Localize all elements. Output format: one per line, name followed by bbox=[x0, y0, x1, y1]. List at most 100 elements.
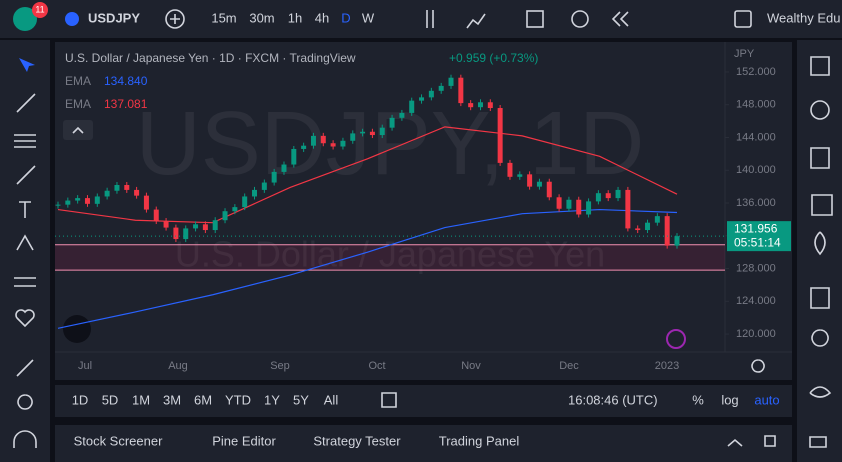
symbol[interactable]: USDJPY bbox=[88, 10, 140, 25]
watermark-sub: U.S. Dollar / Japanese Yen bbox=[175, 234, 605, 275]
candle bbox=[497, 108, 503, 163]
date-range-icon[interactable] bbox=[381, 392, 397, 408]
candle bbox=[173, 227, 179, 240]
candle bbox=[153, 209, 159, 222]
replay-icon[interactable] bbox=[611, 11, 629, 27]
x-tick-label: 2023 bbox=[655, 360, 679, 372]
interval[interactable]: 4h bbox=[315, 10, 329, 25]
range-button[interactable]: 3M bbox=[163, 392, 181, 407]
candle bbox=[654, 216, 660, 223]
range-button[interactable]: 5D bbox=[102, 392, 119, 407]
account-name[interactable]: Wealthy Edu bbox=[767, 10, 840, 25]
right-toolbar bbox=[797, 40, 842, 462]
candle bbox=[428, 90, 434, 98]
candle bbox=[586, 201, 592, 215]
candle bbox=[536, 181, 542, 187]
legend-value: 134.840 bbox=[104, 74, 148, 88]
event-icon[interactable] bbox=[666, 329, 686, 349]
interval[interactable]: W bbox=[362, 10, 375, 25]
candle bbox=[124, 185, 130, 190]
collapse-legend[interactable] bbox=[63, 120, 93, 140]
candle bbox=[143, 195, 149, 210]
range-button[interactable]: 1M bbox=[132, 392, 150, 407]
panel-controls[interactable] bbox=[727, 435, 776, 447]
y-tick-label: 136.000 bbox=[736, 197, 776, 209]
legend-name: EMA bbox=[65, 97, 91, 111]
x-tick-label: Oct bbox=[368, 360, 385, 372]
badge-count: 11 bbox=[35, 4, 44, 14]
range-button[interactable]: 6M bbox=[194, 392, 212, 407]
candle bbox=[271, 171, 277, 183]
indicators-icon[interactable] bbox=[466, 13, 486, 29]
scale-option[interactable]: % bbox=[692, 392, 704, 407]
interval[interactable]: 30m bbox=[249, 10, 274, 25]
alert-icon[interactable] bbox=[571, 10, 589, 28]
candle bbox=[75, 198, 81, 201]
range-button[interactable]: 1Y bbox=[264, 392, 280, 407]
candle bbox=[566, 199, 572, 209]
candle bbox=[281, 164, 287, 172]
side-panels[interactable] bbox=[809, 56, 833, 448]
range-button[interactable]: 5Y bbox=[293, 392, 309, 407]
y-tick-label: 120.000 bbox=[736, 328, 776, 340]
candle bbox=[605, 193, 611, 199]
candle bbox=[477, 102, 483, 108]
interval[interactable]: D bbox=[341, 10, 350, 25]
candle bbox=[114, 185, 120, 191]
candle bbox=[94, 196, 100, 204]
interval[interactable]: 15m bbox=[211, 10, 236, 25]
panel-tab[interactable]: Stock Screener bbox=[74, 433, 164, 448]
settings-icon[interactable] bbox=[751, 359, 765, 373]
clock-icon[interactable] bbox=[810, 100, 830, 120]
candle bbox=[104, 190, 110, 197]
panel-tab[interactable]: Trading Panel bbox=[439, 433, 520, 448]
candle bbox=[252, 189, 258, 197]
candle bbox=[664, 216, 670, 246]
candle bbox=[291, 148, 297, 165]
candle bbox=[232, 207, 238, 212]
candle bbox=[350, 133, 356, 141]
candle bbox=[369, 131, 375, 136]
countdown: 05:51:14 bbox=[734, 235, 781, 249]
scale-option[interactable]: auto bbox=[754, 392, 779, 407]
user-avatar[interactable] bbox=[13, 7, 37, 31]
candle bbox=[261, 182, 267, 190]
candle bbox=[625, 189, 631, 229]
candle bbox=[595, 193, 601, 202]
range-button[interactable]: All bbox=[324, 392, 339, 407]
price-change: +0.959 (+0.73%) bbox=[449, 51, 538, 65]
candle bbox=[242, 196, 248, 208]
candle bbox=[330, 143, 336, 147]
ema-line bbox=[57, 208, 678, 329]
scale-option[interactable]: log bbox=[721, 392, 738, 407]
candle bbox=[134, 189, 140, 196]
range-bar bbox=[55, 385, 792, 417]
candle bbox=[487, 102, 493, 109]
y-tick-label: 140.000 bbox=[736, 164, 776, 176]
y-tick-label: 128.000 bbox=[736, 262, 776, 274]
interval[interactable]: 1h bbox=[288, 10, 302, 25]
chart-pane bbox=[55, 42, 792, 380]
y-tick-label: 124.000 bbox=[736, 295, 776, 307]
range-button[interactable]: 1D bbox=[72, 392, 89, 407]
panel-tab[interactable]: Strategy Tester bbox=[313, 433, 401, 448]
candle bbox=[507, 162, 513, 177]
candle bbox=[674, 236, 680, 246]
candle bbox=[212, 220, 218, 231]
y-tick-label: 144.000 bbox=[736, 131, 776, 143]
candle bbox=[556, 197, 562, 209]
candle bbox=[84, 198, 90, 204]
candle bbox=[517, 174, 523, 177]
drawing-tools[interactable] bbox=[13, 93, 37, 448]
x-tick-label: Jul bbox=[78, 360, 92, 372]
add-symbol[interactable] bbox=[165, 9, 185, 29]
candle bbox=[222, 211, 228, 221]
cursor-tool[interactable] bbox=[19, 58, 35, 72]
chart-type-icon[interactable] bbox=[426, 10, 434, 28]
range-button[interactable]: YTD bbox=[225, 392, 251, 407]
last-price-box bbox=[727, 221, 791, 252]
panel-tab[interactable]: Pine Editor bbox=[212, 433, 276, 448]
plus bbox=[170, 14, 180, 24]
layout-icon[interactable] bbox=[526, 10, 544, 28]
fullscreen-toggle[interactable] bbox=[734, 10, 752, 28]
